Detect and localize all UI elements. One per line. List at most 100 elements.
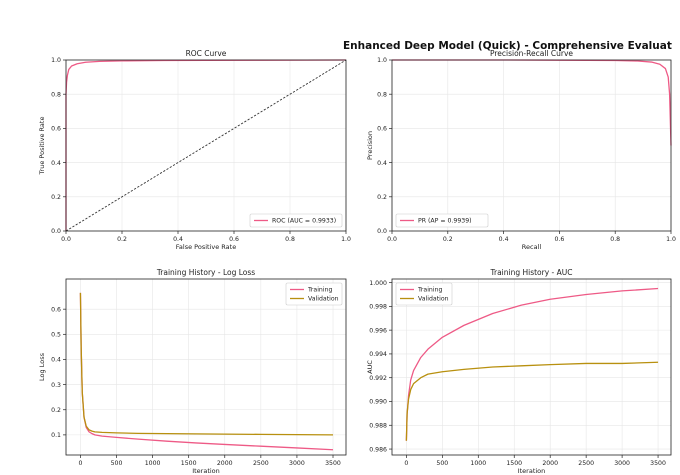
axes-frame [391,59,672,232]
x-tick-label: 3000 [614,460,630,467]
y-tick-label: 0.2 [377,194,387,201]
y-tick-label: 1.000 [369,280,387,287]
x-tick-label: 1500 [506,460,522,467]
legend-box [249,213,343,228]
legend: Training Validation [285,282,343,306]
x-tick-label: 0.6 [554,236,564,243]
subplot-grid: 0.0 0.2 0.4 0.6 0.8 1.0 0.0 0.2 0.4 0.6 0.8 1.0 ROC … [38,49,676,475]
y-tick-label: 0.6 [51,306,61,313]
series-line-1 [79,292,334,451]
subplot-2: 0.0 0.2 0.4 0.6 0.8 1.0 0.0 0.2 0.4 0.6 0.8 1.0 Prec… [366,49,676,251]
x-tick-label: 0.0 [387,236,397,243]
x-tick-label: 500 [436,460,448,467]
axes-frame [391,278,672,456]
x-tick-label: 0.8 [285,236,295,243]
axes-frame [65,59,347,232]
y-tick-label: 0.994 [369,351,387,358]
x-tick-label: 1.0 [666,236,676,243]
x-tick-label: 3500 [650,460,666,467]
legend-box [395,282,453,306]
subplot-title: ROC Curve [186,49,227,58]
y-axis-label: AUC [366,360,374,374]
y-tick-label: 0.0 [51,228,61,235]
y-tick-label: 0.4 [51,160,61,167]
y-tick-label: 0.996 [369,327,387,334]
subplot-title: Precision-Recall Curve [490,49,573,58]
legend-box [285,282,343,306]
y-tick-label: 0.988 [369,422,387,429]
x-tick-label: 0 [404,460,408,467]
y-tick-label: 0.5 [51,332,61,339]
x-tick-label: 500 [111,460,123,467]
y-tick-label: 0.6 [377,126,387,133]
y-tick-label: 0.6 [51,126,61,133]
x-axis-label: Iteration [192,467,220,475]
x-tick-label: 2500 [253,460,269,467]
y-tick-label: 0.3 [51,382,61,389]
subplot-4: 0 500 1000 1500 2000 2500 3000 3500 0.986 0.988 0.… [366,268,672,475]
x-tick-label: 0.6 [229,236,239,243]
legend: PR (AP = 0.9939) [395,213,489,228]
y-tick-label: 0.992 [369,375,387,382]
y-tick-label: 0.8 [377,91,387,98]
legend-label: Training [307,287,332,294]
y-tick-label: 0.998 [369,304,387,311]
y-tick-label: 0.4 [51,357,61,364]
y-axis-label: Log Loss [38,352,46,381]
y-tick-label: 0.8 [51,91,61,98]
grid-lines [391,59,672,232]
x-tick-label: 0.4 [499,236,509,243]
diagonal-reference-line [65,59,347,232]
grid-lines [66,279,346,455]
x-tick-label: 1000 [145,460,161,467]
legend-label: Validation [418,296,449,303]
subplot-3: 0 500 1000 1500 2000 2500 3000 3500 0.1 0.2 0.3 0.4… [38,268,347,475]
subplot-1: 0.0 0.2 0.4 0.6 0.8 1.0 0.0 0.2 0.4 0.6 0.8 1.0 ROC … [38,49,351,251]
x-tick-label: 0.2 [117,236,127,243]
subplot-title: Training History - AUC [490,268,573,277]
y-axis-label: Precision [366,131,374,160]
legend-label: Training [417,287,442,294]
x-tick-label: 0.8 [610,236,620,243]
x-axis-label: Recall [522,243,542,251]
x-tick-label: 3000 [289,460,305,467]
x-tick-label: 1000 [470,460,486,467]
x-tick-label: 0 [78,460,82,467]
x-tick-label: 2000 [542,460,558,467]
x-tick-label: 1.0 [341,236,351,243]
x-tick-label: 3500 [325,460,341,467]
y-tick-label: 0.1 [51,432,61,439]
series-line-2 [405,361,659,441]
series-line-2 [79,292,334,436]
series-line-1 [405,287,659,441]
x-tick-label: 1500 [181,460,197,467]
series-line-1 [392,59,672,146]
x-tick-label: 0.4 [173,236,183,243]
legend-label: Validation [308,296,339,303]
x-axis-label: Iteration [518,467,546,475]
x-axis-label: False Positive Rate [176,243,236,251]
x-tick-label: 0.2 [443,236,453,243]
legend: Training Validation [395,282,453,306]
y-axis-label: True Positive Rate [38,117,46,176]
y-tick-label: 0.4 [377,160,387,167]
grid-lines [392,279,671,455]
axes-frame [65,278,347,456]
legend: ROC (AUC = 0.9933) [249,213,343,228]
subplot-title: Training History - Log Loss [156,268,255,277]
x-tick-label: 2500 [578,460,594,467]
y-tick-label: 0.2 [51,194,61,201]
y-tick-label: 0.986 [369,446,387,453]
legend-label: ROC (AUC = 0.9933) [272,218,336,225]
y-tick-label: 0.990 [369,399,387,406]
figure-suptitle: Enhanced Deep Model (Quick) - Comprehens… [343,40,672,52]
y-tick-label: 0.2 [51,407,61,414]
legend-box [395,213,489,228]
legend-label: PR (AP = 0.9939) [418,218,472,225]
y-tick-label: 1.0 [51,57,61,64]
x-tick-label: 2000 [217,460,233,467]
y-tick-label: 0.0 [377,228,387,235]
x-tick-label: 0.0 [61,236,71,243]
y-tick-label: 1.0 [377,57,387,64]
